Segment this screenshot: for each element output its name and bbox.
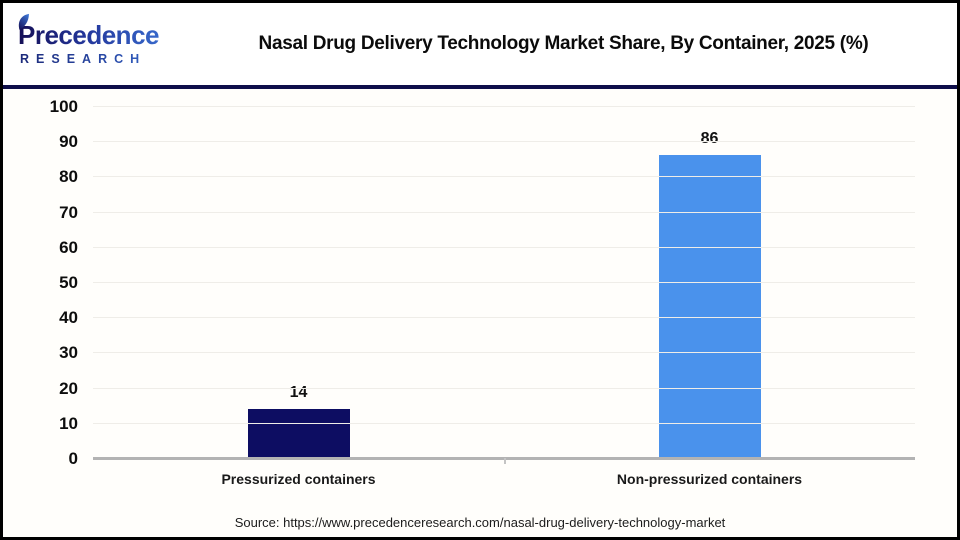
brand-logo: Precedence RESEARCH <box>3 14 188 66</box>
y-axis-tick-label-0: 0 <box>68 449 78 468</box>
y-axis-tick-label-100: 100 <box>49 97 78 116</box>
gridline-20 <box>93 387 915 389</box>
gridline-60 <box>93 246 915 248</box>
page-title: Nasal Drug Delivery Technology Market Sh… <box>258 33 869 54</box>
y-axis-tick-label-30: 30 <box>59 343 78 363</box>
bar-chart: 14 86 0 10 20 30 40 50 60 70 80 90 100 Pressurized … <box>3 89 957 537</box>
gridline-30 <box>93 352 915 354</box>
y-axis-tick-label-70: 70 <box>59 202 78 222</box>
gridline-70 <box>93 211 915 213</box>
y-axis-tick-label-90: 90 <box>59 132 78 152</box>
bar-cell-pressurized-containers: 14 <box>93 106 504 458</box>
source-text: Source: https://www.precedenceresearch.c… <box>234 515 726 530</box>
logo-text-primary: Precedence <box>18 20 159 51</box>
bar-pressurized-containers <box>247 408 350 458</box>
header: Precedence RESEARCH Nasal Drug Delivery … <box>3 3 957 85</box>
category-axis: Pressurized containers Non-pressurized co… <box>93 471 915 487</box>
logo-wordmark: Precedence <box>18 14 188 51</box>
bar-value-label-non-pressurized-containers: 86 <box>700 130 719 148</box>
y-axis-tick-label-50: 50 <box>59 273 78 292</box>
gridline-10 <box>93 422 915 424</box>
header-divider <box>3 85 957 89</box>
bar-cell-non-pressurized-containers: 86 <box>504 106 915 458</box>
bars-row: 14 86 <box>93 106 915 458</box>
y-axis-tick-label-40: 40 <box>59 308 78 328</box>
logo-text-secondary: RESEARCH <box>20 52 188 66</box>
y-axis-tick-label-60: 60 <box>59 237 78 257</box>
gridline-40 <box>93 317 915 319</box>
gridline-100 <box>93 106 915 107</box>
gridline-90 <box>93 141 915 143</box>
bar-value-label-pressurized-containers: 14 <box>289 383 308 401</box>
y-axis-tick-label-80: 80 <box>59 167 78 187</box>
gridline-80 <box>93 176 915 178</box>
gridline-50 <box>93 282 915 283</box>
y-axis-tick-label-20: 20 <box>59 378 78 398</box>
y-axis-tick-label-10: 10 <box>59 413 78 433</box>
category-label-pressurized-containers: Pressurized containers <box>221 471 376 487</box>
category-boundary-tick <box>504 458 506 464</box>
bar-non-pressurized-containers <box>658 155 761 458</box>
plot-area: 14 86 0 10 20 30 40 50 60 70 80 90 100 <box>50 98 915 467</box>
category-label-non-pressurized-containers: Non-pressurized containers <box>616 471 803 487</box>
leaf-icon <box>18 14 29 31</box>
